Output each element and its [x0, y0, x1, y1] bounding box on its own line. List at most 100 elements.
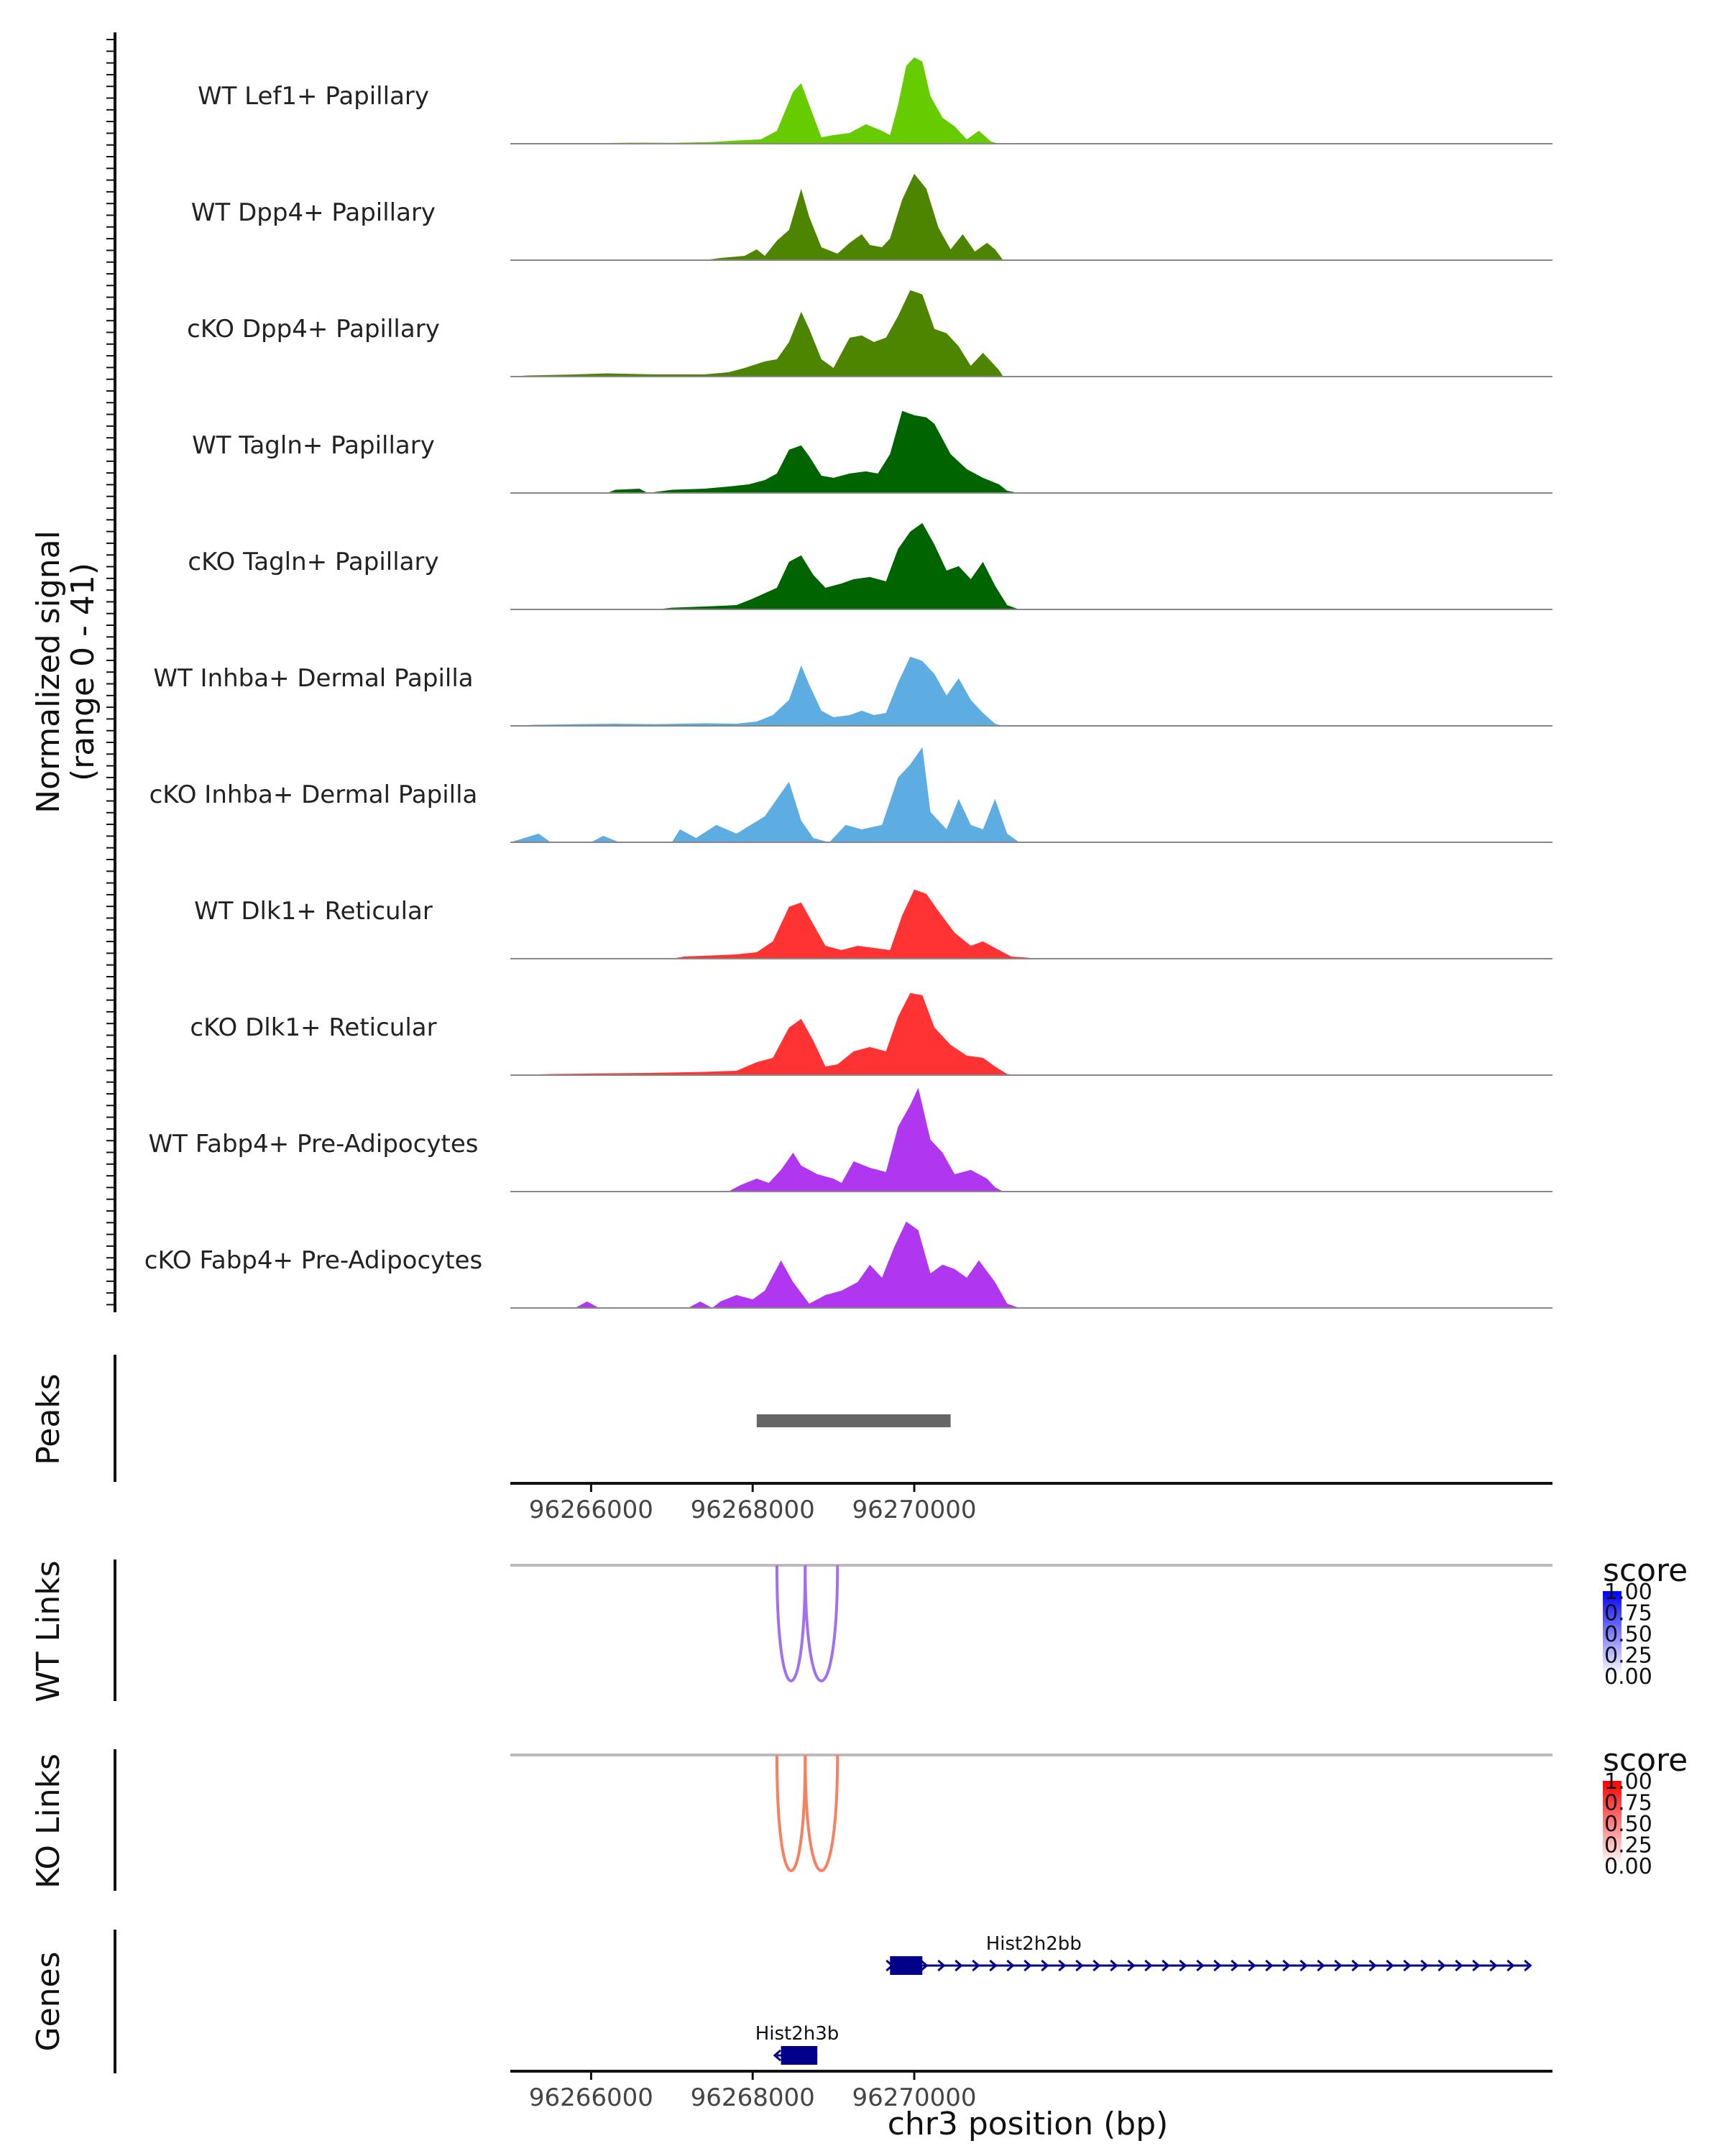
x-tick-label: 96266000: [529, 2083, 653, 2112]
track-label: WT Lef1+ Papillary: [198, 82, 429, 111]
coverage-area: [510, 173, 1552, 260]
link-arc: [804, 1565, 840, 1682]
track-label: WT Dpp4+ Papillary: [191, 198, 436, 227]
strand-arrow: [1317, 1959, 1325, 1972]
coverage-area: [510, 1221, 1552, 1308]
strand-arrow: [1386, 1959, 1394, 1972]
strand-arrow: [1420, 1959, 1429, 1972]
legend-tick-label: 1.00: [1604, 1769, 1652, 1795]
x-tick-label: 96268000: [691, 2083, 815, 2112]
coverage-area: [510, 889, 1552, 959]
strand-arrow: [1006, 1959, 1015, 1972]
coverage-track: WT Dpp4+ Papillary: [191, 173, 1552, 261]
strand-arrow: [1075, 1959, 1084, 1972]
x-tick-label: 96270000: [852, 1496, 976, 1524]
strand-arrow: [1334, 1959, 1343, 1972]
coverage-track: WT Lef1+ Papillary: [198, 57, 1552, 144]
strand-arrow: [1248, 1959, 1256, 1972]
coverage-area: [510, 992, 1552, 1075]
coverage-area: [510, 522, 1552, 609]
legend-tick-label: 0.75: [1604, 1601, 1652, 1626]
legend-tick-label: 0.50: [1604, 1812, 1652, 1837]
coverage-track: cKO Dlk1+ Reticular: [190, 992, 1552, 1076]
track-label: cKO Dpp4+ Papillary: [187, 315, 440, 344]
legend-title: score: [1603, 1552, 1688, 1589]
strand-arrow: [989, 1959, 998, 1972]
link-arc: [775, 1754, 807, 1872]
strand-arrow: [1162, 1959, 1170, 1972]
legend-title: score: [1603, 1742, 1688, 1779]
strand-arrow: [1438, 1959, 1446, 1972]
strand-arrow: [1351, 1959, 1360, 1972]
track-label: cKO Dlk1+ Reticular: [190, 1013, 436, 1042]
legend-tick-label: 0.00: [1604, 1664, 1652, 1690]
gene-model: Hist2h3b: [755, 2023, 840, 2065]
link-arc: [775, 1565, 807, 1682]
legend-tick-label: 0.25: [1604, 1644, 1652, 1669]
peak-interval: [756, 1414, 951, 1427]
links-label: WT Links: [30, 1560, 67, 1702]
strand-arrow: [1489, 1959, 1498, 1972]
coverage-area: [510, 747, 1552, 842]
strand-arrow: [972, 1959, 980, 1972]
strand-arrow: [1041, 1959, 1049, 1972]
link-arc: [804, 1754, 840, 1872]
x-tick-label: 96266000: [529, 1496, 653, 1524]
links-label: KO Links: [30, 1754, 67, 1889]
coverage-track: WT Dlk1+ Reticular: [194, 889, 1552, 959]
coverage-y-axis: [106, 32, 116, 1312]
track-label: WT Inhba+ Dermal Papilla: [153, 664, 473, 693]
coverage-track: cKO Dpp4+ Papillary: [187, 290, 1552, 377]
strand-arrow: [1506, 1959, 1515, 1972]
legend-colorbar: [1603, 1781, 1622, 1866]
coverage-track: WT Tagln+ Papillary: [192, 410, 1552, 494]
track-label: cKO Inhba+ Dermal Papilla: [150, 780, 478, 809]
coverage-area: [510, 656, 1552, 726]
coverage-y-label: Normalized signal: [30, 530, 67, 814]
gene-label: Hist2h3b: [755, 2023, 840, 2045]
legend-tick-label: 0.75: [1604, 1791, 1652, 1816]
strand-arrow: [1179, 1959, 1187, 1972]
strand-arrow: [1472, 1959, 1481, 1972]
strand-arrow: [886, 1959, 894, 1972]
track-label: WT Fabp4+ Pre-Adipocytes: [149, 1130, 479, 1158]
strand-arrow: [954, 1959, 963, 1972]
coverage-track: cKO Fabp4+ Pre-Adipocytes: [144, 1221, 1552, 1309]
track-label: cKO Fabp4+ Pre-Adipocytes: [144, 1246, 483, 1275]
strand-arrow: [807, 2049, 816, 2062]
coverage-area: [510, 1087, 1552, 1192]
strand-arrow: [1196, 1959, 1205, 1972]
peaks-track: Peaks 96266000 96268000 96270000: [30, 1355, 1552, 1524]
genes-label: Genes: [30, 1951, 67, 2051]
strand-arrow: [1230, 1959, 1239, 1972]
strand-arrow: [1524, 1959, 1532, 1972]
track-label: WT Dlk1+ Reticular: [194, 897, 433, 926]
strand-arrow: [1403, 1959, 1412, 1972]
x-tick-label: 96270000: [852, 2083, 976, 2112]
legend-colorbar: [1603, 1591, 1622, 1676]
strand-arrow: [903, 1959, 911, 1972]
gene-model: Hist2h2bb: [886, 1933, 1532, 1975]
strand-arrow: [920, 1959, 929, 1972]
strand-arrow: [1300, 1959, 1308, 1972]
legend-tick-label: 0.25: [1604, 1833, 1652, 1858]
peaks-label: Peaks: [30, 1373, 67, 1465]
strand-arrow: [790, 2049, 799, 2062]
strand-arrow: [1127, 1959, 1136, 1972]
strand-arrow: [1265, 1959, 1274, 1972]
strand-arrow: [1213, 1959, 1222, 1972]
strand-arrow: [1144, 1959, 1153, 1972]
coverage-track: WT Inhba+ Dermal Papilla: [153, 656, 1552, 727]
coverage-tracks: WT Lef1+ Papillary WT Dpp4+ Papillary cKO …: [144, 57, 1552, 1309]
genes-track: Genes Hist2h2bb Hist2h3b 96266000 96268000 96…: [30, 1930, 1552, 2112]
legend-tick-label: 1.00: [1604, 1580, 1652, 1605]
coverage-y-range: (range 0 - 41): [65, 563, 101, 781]
gene-label: Hist2h2bb: [986, 1933, 1082, 1955]
strand-arrow: [937, 1959, 946, 1972]
gene-exon: [890, 1956, 923, 1975]
track-label: WT Tagln+ Papillary: [192, 431, 435, 460]
